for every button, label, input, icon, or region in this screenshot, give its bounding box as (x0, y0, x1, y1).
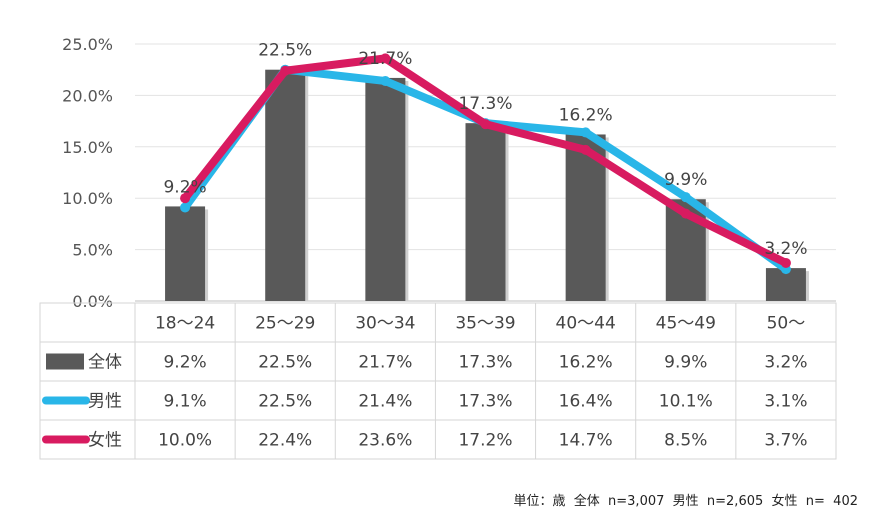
y-tick-label: 0.0% (72, 292, 113, 311)
table-cell: 16.2% (559, 353, 613, 373)
table-cell: 8.5% (664, 431, 707, 451)
data-labels: 9.2% 22.5% 21.7% 17.3% 16.2% 9.9% 3.2% (163, 41, 807, 259)
table-cell: 14.7% (559, 431, 613, 451)
table-cell: 22.5% (258, 353, 312, 373)
line-point (380, 53, 391, 64)
y-tick-label: 15.0% (62, 138, 113, 157)
x-tick-label: 50～ (767, 314, 806, 334)
bar (265, 69, 306, 301)
x-tick-label: 30～34 (355, 314, 415, 334)
line-point (580, 144, 591, 155)
table-cell: 9.9% (664, 353, 707, 373)
table-cell: 23.6% (358, 431, 412, 451)
table-cell: 22.4% (258, 431, 312, 451)
line-point (380, 76, 391, 87)
legend-label: 男性 (88, 392, 122, 412)
table-cell: 21.7% (358, 353, 412, 373)
x-tick-label: 35～39 (455, 314, 515, 334)
line-point (680, 192, 691, 203)
chart: 0.0% 5.0% 10.0% 15.0% 20.0% 25.0% 9.2% 22.5% 21… (39, 35, 837, 460)
x-tick-label: 18～24 (155, 314, 215, 334)
table-cell: 3.1% (764, 392, 807, 412)
data-label: 22.5% (258, 41, 312, 61)
table-cell: 17.3% (458, 353, 512, 373)
legend-label: 女性 (88, 431, 122, 451)
data-label: 17.3% (458, 94, 512, 114)
x-tick-label: 25～29 (255, 314, 315, 334)
line-point (780, 257, 791, 268)
y-axis-ticks: 0.0% 5.0% 10.0% 15.0% 20.0% 25.0% (62, 35, 113, 311)
table-cell: 10.0% (158, 431, 212, 451)
data-label: 16.2% (559, 105, 613, 125)
legend-key-bar (46, 353, 84, 370)
table-cell: 3.2% (764, 353, 807, 373)
data-label: 9.2% (163, 177, 206, 197)
line-point (180, 202, 191, 213)
table-cell: 9.2% (163, 353, 206, 373)
x-tick-label: 40～44 (556, 314, 616, 334)
line-point (280, 65, 291, 76)
data-label: 21.7% (358, 49, 412, 69)
y-tick-label: 20.0% (62, 86, 113, 105)
table-cell: 22.5% (258, 392, 312, 412)
data-label: 3.2% (764, 239, 807, 259)
table-cell: 3.7% (764, 431, 807, 451)
y-tick-label: 10.0% (62, 189, 113, 208)
y-tick-label: 25.0% (62, 35, 113, 54)
table-cell: 21.4% (358, 392, 412, 412)
bar (165, 206, 206, 301)
table-cell: 17.3% (458, 392, 512, 412)
table-cell: 10.1% (659, 392, 713, 412)
legend-label: 全体 (88, 353, 122, 373)
table-cell: 16.4% (559, 392, 613, 412)
line-point (680, 208, 691, 219)
data-table: 18～24 25～29 30～34 35～39 40～44 45～49 50～ 全体 9.2% 2… (39, 302, 837, 460)
footnote: 単位：歳 全体 n=3,007 男性 n=2,605 女性 n= 402 (513, 494, 859, 509)
line-point (580, 127, 591, 138)
line-series (180, 53, 791, 275)
table-cell: 17.2% (458, 431, 512, 451)
line-point (180, 193, 191, 204)
y-tick-label: 5.0% (72, 241, 113, 260)
bar-series (165, 69, 809, 301)
x-tick-label: 45～49 (656, 314, 716, 334)
table-cell: 9.1% (163, 392, 206, 412)
bar (365, 77, 406, 301)
bar (465, 123, 506, 301)
line-point (480, 119, 491, 130)
data-label: 9.9% (664, 170, 707, 190)
